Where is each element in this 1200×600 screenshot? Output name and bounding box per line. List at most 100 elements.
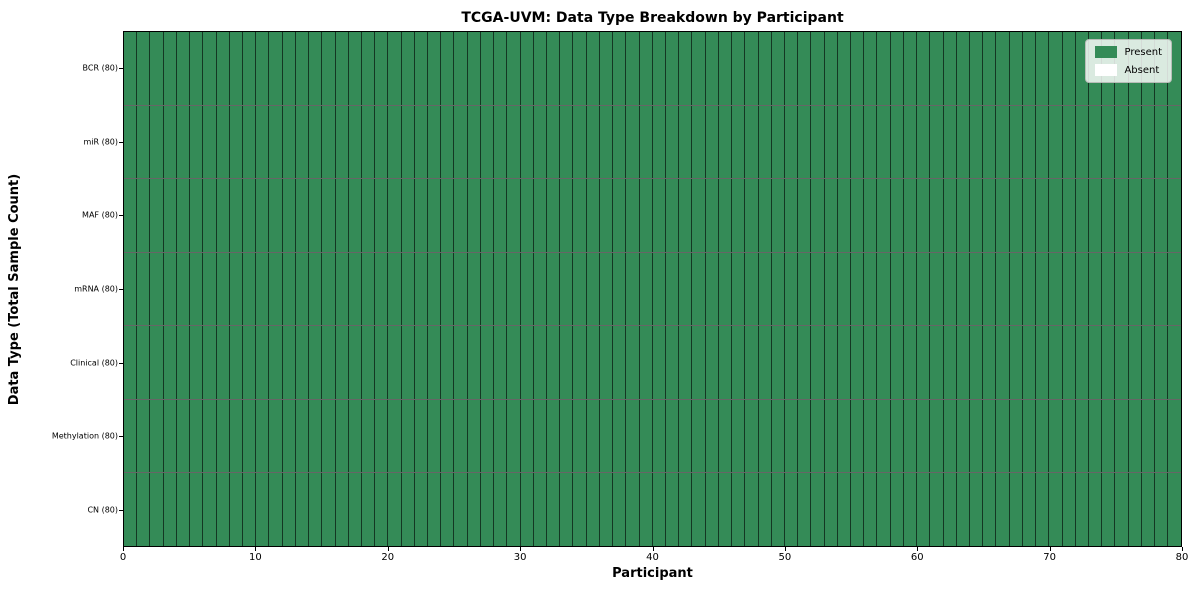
heatmap-cell xyxy=(811,326,825,399)
heatmap-cell xyxy=(599,179,614,252)
heatmap-cell xyxy=(996,32,1010,105)
heatmap-row xyxy=(124,399,1181,474)
heatmap-cell xyxy=(864,32,878,105)
heatmap-cell xyxy=(322,399,336,473)
heatmap-cell xyxy=(652,179,666,252)
heatmap-cell xyxy=(639,252,653,326)
heatmap-cell xyxy=(1036,326,1050,399)
heatmap-cell xyxy=(441,105,455,179)
heatmap-cell xyxy=(970,179,984,252)
heatmap-cell xyxy=(784,252,799,326)
heatmap-cell xyxy=(1168,326,1181,399)
heatmap-cell xyxy=(652,252,666,326)
heatmap-cell xyxy=(890,326,904,399)
heatmap-cell xyxy=(1036,32,1050,105)
heatmap-cell xyxy=(124,399,138,473)
heatmap-cell xyxy=(639,105,653,179)
heatmap-cell xyxy=(388,473,402,547)
heatmap-cell xyxy=(996,105,1010,179)
heatmap-cell xyxy=(335,399,349,473)
heatmap-cell xyxy=(745,326,759,399)
heatmap-cell xyxy=(1009,473,1023,547)
heatmap-cell xyxy=(441,252,455,326)
heatmap-cell xyxy=(361,32,376,105)
heatmap-cell xyxy=(388,399,402,473)
heatmap-cell xyxy=(679,105,693,179)
heatmap-cell xyxy=(229,32,243,105)
y-tick-mark xyxy=(119,68,123,69)
heatmap-cell xyxy=(626,326,640,399)
heatmap-cell xyxy=(480,105,495,179)
heatmap-cell xyxy=(295,105,310,179)
y-tick-label: miR (80) xyxy=(83,137,118,147)
heatmap-cell xyxy=(798,32,812,105)
heatmap-cell xyxy=(798,326,812,399)
heatmap-cell xyxy=(190,473,204,547)
heatmap-cell xyxy=(811,179,825,252)
heatmap-cell xyxy=(917,326,931,399)
heatmap-cell xyxy=(229,399,243,473)
heatmap-cell xyxy=(454,326,468,399)
heatmap-cell xyxy=(494,105,508,179)
x-tick-label: 0 xyxy=(119,552,127,563)
heatmap-cell xyxy=(203,32,217,105)
heatmap-cell xyxy=(348,252,362,326)
heatmap-cell xyxy=(877,252,891,326)
heatmap-cell xyxy=(467,105,481,179)
heatmap-cell xyxy=(467,252,481,326)
heatmap-cell xyxy=(599,252,614,326)
heatmap-cell xyxy=(917,473,931,547)
heatmap-cell xyxy=(137,473,151,547)
heatmap-cell xyxy=(176,399,191,473)
heatmap-cell xyxy=(732,252,746,326)
heatmap-cell xyxy=(547,179,561,252)
heatmap-cell xyxy=(441,473,455,547)
heatmap-cell xyxy=(282,399,296,473)
heatmap-cell xyxy=(930,399,944,473)
heatmap-cell xyxy=(348,32,362,105)
legend-label-absent: Absent xyxy=(1124,64,1160,76)
heatmap-cell xyxy=(586,473,600,547)
heatmap-cell xyxy=(454,179,468,252)
heatmap-cell xyxy=(784,32,799,105)
heatmap-cell xyxy=(507,473,521,547)
heatmap-cell xyxy=(441,32,455,105)
heatmap-cell xyxy=(361,179,376,252)
heatmap-cell xyxy=(930,105,944,179)
heatmap-cell xyxy=(1049,252,1063,326)
heatmap-cell xyxy=(652,105,666,179)
heatmap-cell xyxy=(190,252,204,326)
heatmap-cell xyxy=(771,252,785,326)
heatmap-cell xyxy=(718,179,733,252)
heatmap-cell xyxy=(176,473,191,547)
heatmap-cell xyxy=(242,326,257,399)
heatmap-cell xyxy=(626,252,640,326)
heatmap-cell xyxy=(745,473,759,547)
heatmap-cell xyxy=(533,32,547,105)
y-tick-label: Methylation (80) xyxy=(51,431,118,441)
heatmap-cell xyxy=(229,179,243,252)
heatmap-cell xyxy=(586,326,600,399)
heatmap-cell xyxy=(1022,32,1037,105)
heatmap-cell xyxy=(507,105,521,179)
heatmap-cell xyxy=(586,32,600,105)
heatmap-cell xyxy=(705,179,719,252)
heatmap-cell xyxy=(996,252,1010,326)
heatmap-cell xyxy=(401,399,415,473)
heatmap-cell xyxy=(295,473,310,547)
heatmap-cell xyxy=(494,179,508,252)
heatmap-cell xyxy=(348,179,362,252)
x-tick-label: 10 xyxy=(249,552,262,563)
heatmap-cell xyxy=(1141,326,1156,399)
heatmap-cell xyxy=(1022,179,1037,252)
heatmap-cell xyxy=(837,399,852,473)
heatmap-cell xyxy=(745,105,759,179)
heatmap-cell xyxy=(732,105,746,179)
heatmap-cell xyxy=(137,399,151,473)
heatmap-cell xyxy=(1115,179,1129,252)
heatmap-cell xyxy=(441,179,455,252)
heatmap-cell xyxy=(1088,399,1103,473)
heatmap-cell xyxy=(917,179,931,252)
heatmap-cell xyxy=(1155,179,1169,252)
